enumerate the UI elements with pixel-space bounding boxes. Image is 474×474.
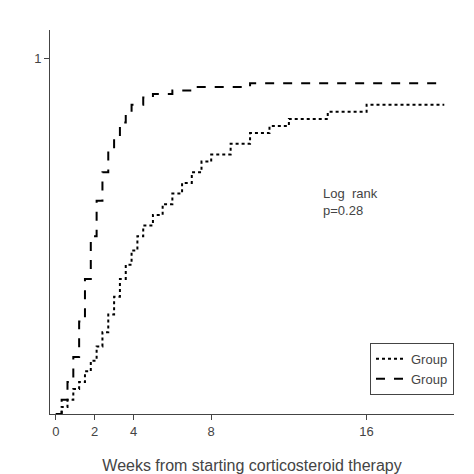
svg-text:4: 4 [130,424,137,439]
svg-text:1: 1 [34,51,41,66]
svg-text:8: 8 [208,424,215,439]
svg-text:2: 2 [91,424,98,439]
svg-text:Log rankp=0.28: Log rankp=0.28 [323,186,378,218]
svg-text:16: 16 [359,424,373,439]
svg-text:Group: Group [411,352,447,367]
svg-text:0: 0 [52,424,59,439]
svg-text:Weeks from starting corticoste: Weeks from starting corticosteroid thera… [102,457,401,474]
svg-text:Group: Group [411,372,447,387]
